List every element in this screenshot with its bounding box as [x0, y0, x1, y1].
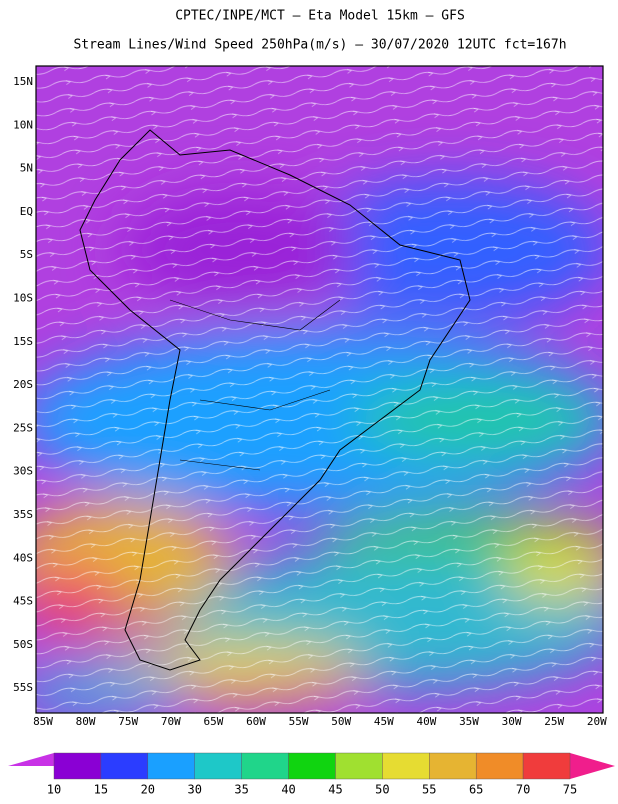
lat-label: EQ: [20, 205, 33, 218]
lon-label: 25W: [544, 715, 564, 728]
lon-label: 40W: [416, 715, 436, 728]
colorbar-segment: [241, 752, 289, 780]
lat-label: 15N: [13, 75, 33, 88]
colorbar-segment: [194, 752, 242, 780]
colorbar-over: [570, 753, 615, 779]
lon-label: 75W: [118, 715, 138, 728]
colorbar-segment: [100, 752, 149, 780]
colorbar-label: 45: [328, 783, 342, 797]
lat-label: 15S: [13, 335, 33, 348]
lon-label: 35W: [459, 715, 479, 728]
lat-label: 10S: [13, 292, 33, 305]
lat-label: 20S: [13, 378, 33, 391]
colorbar-segment: [429, 752, 477, 780]
wind-field: [36, 66, 603, 713]
lon-label: 50W: [331, 715, 351, 728]
lat-label: 40S: [13, 551, 33, 564]
title: CPTEC/INPE/MCT – Eta Model 15km – GFS: [175, 9, 465, 24]
lat-label: 25S: [13, 421, 33, 434]
lon-label: 65W: [203, 715, 223, 728]
colorbar-segment: [53, 752, 102, 780]
colorbar-label: 40: [281, 783, 295, 797]
lon-label: 80W: [76, 715, 96, 728]
lat-label: 10N: [13, 118, 33, 131]
colorbar-label: 20: [141, 783, 155, 797]
lat-label: 30S: [13, 465, 33, 478]
colorbar-segment: [522, 752, 571, 780]
lat-label: 50S: [13, 638, 33, 651]
colorbar-label: 70: [516, 783, 530, 797]
colorbar-segment: [288, 752, 336, 780]
colorbar-under: [8, 753, 54, 766]
colorbar-segment: [475, 752, 524, 780]
lat-label: 35S: [13, 508, 33, 521]
lon-label: 30W: [502, 715, 522, 728]
map-frame: [35, 65, 604, 714]
lon-label: 45W: [374, 715, 394, 728]
lon-label: 20W: [587, 715, 607, 728]
lon-label: 70W: [161, 715, 181, 728]
colorbar-label: 15: [94, 783, 108, 797]
lat-label: 45S: [13, 595, 33, 608]
colorbar-label: 50: [375, 783, 389, 797]
colorbar-label: 30: [188, 783, 202, 797]
colorbar-label: 55: [422, 783, 436, 797]
lon-label: 60W: [246, 715, 266, 728]
colorbar-label: 10: [47, 783, 61, 797]
colorbar-segment: [147, 752, 195, 780]
colorbar-segment: [335, 752, 383, 780]
colorbar-label: 65: [469, 783, 483, 797]
subtitle: Stream Lines/Wind Speed 250hPa(m/s) – 30…: [73, 38, 566, 53]
colorbar-segment: [382, 752, 430, 780]
lat-label: 5S: [20, 248, 33, 261]
lat-label: 55S: [13, 681, 33, 694]
colorbar-label: 35: [234, 783, 248, 797]
lat-label: 5N: [20, 162, 33, 175]
colorbar-label: 75: [563, 783, 577, 797]
lon-label: 55W: [289, 715, 309, 728]
lon-label: 85W: [33, 715, 53, 728]
